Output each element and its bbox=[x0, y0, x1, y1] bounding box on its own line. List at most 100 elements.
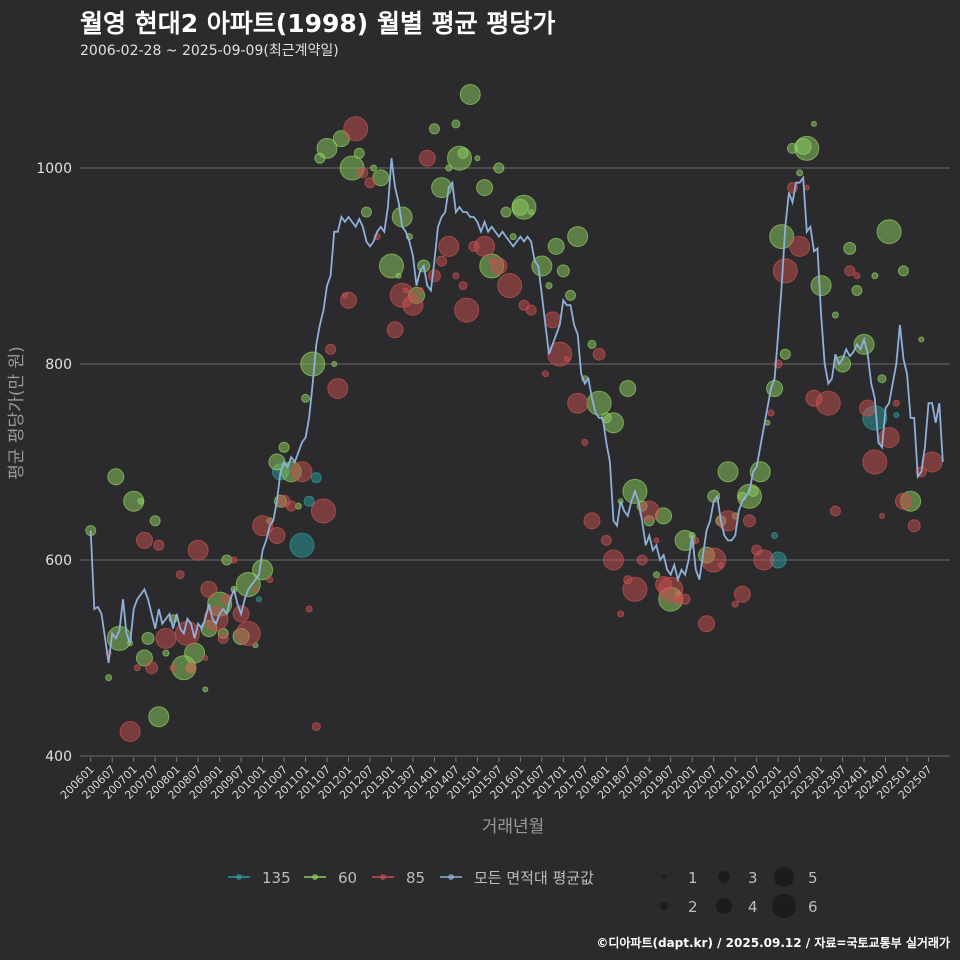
y-tick-label: 400 bbox=[45, 749, 72, 765]
data-point-85 bbox=[185, 662, 197, 674]
data-point-85 bbox=[679, 593, 691, 605]
data-point-85 bbox=[701, 547, 727, 573]
data-point-60 bbox=[372, 169, 390, 187]
data-point-85 bbox=[364, 177, 376, 189]
data-point-85 bbox=[878, 512, 885, 519]
data-point-60 bbox=[897, 265, 909, 277]
data-point-85 bbox=[803, 184, 810, 191]
data-point-60 bbox=[717, 461, 739, 483]
data-point-85 bbox=[592, 347, 606, 361]
data-point-60 bbox=[395, 272, 402, 279]
data-point-85 bbox=[119, 721, 141, 742]
source-caption: ©디아파트(dapt.kr) / 2025.09.12 / 자료=국토교통부 실… bbox=[596, 936, 950, 950]
size-legend-circle bbox=[662, 875, 666, 879]
data-point-60 bbox=[918, 336, 925, 343]
data-point-85 bbox=[698, 615, 716, 633]
size-legend: 1 2 3 4 5 6 bbox=[660, 867, 818, 918]
data-point-60 bbox=[509, 233, 517, 241]
data-point-85 bbox=[418, 149, 436, 167]
data-point-60 bbox=[547, 237, 565, 255]
data-point-85 bbox=[327, 378, 349, 399]
legend-label-135: 135 bbox=[262, 869, 291, 887]
data-point-85 bbox=[402, 294, 424, 316]
data-point-60 bbox=[531, 255, 553, 277]
data-point-60 bbox=[810, 275, 832, 297]
data-point-85 bbox=[717, 561, 724, 568]
size-legend-circle bbox=[772, 894, 796, 918]
data-point-60 bbox=[252, 559, 274, 581]
data-point-60 bbox=[370, 164, 378, 172]
data-point-85 bbox=[815, 390, 841, 416]
data-point-85 bbox=[452, 272, 460, 280]
size-legend-label: 5 bbox=[808, 869, 818, 887]
size-legend-label: 4 bbox=[748, 898, 758, 916]
data-point-85 bbox=[907, 519, 921, 533]
data-point-135 bbox=[310, 472, 322, 484]
data-point-60 bbox=[843, 241, 857, 255]
data-point-85 bbox=[772, 258, 798, 284]
data-point-85 bbox=[731, 600, 739, 608]
data-point-60 bbox=[769, 224, 795, 250]
size-legend-circle bbox=[716, 898, 732, 914]
data-point-60 bbox=[457, 147, 469, 159]
data-point-85 bbox=[454, 297, 480, 323]
data-point-85 bbox=[305, 605, 313, 613]
data-point-85 bbox=[458, 281, 468, 291]
data-point-85 bbox=[653, 537, 660, 544]
data-point-85 bbox=[427, 269, 441, 283]
data-point-60 bbox=[749, 461, 771, 483]
series-legend: 135 60 85 모든 면적대 평균값 bbox=[228, 869, 594, 887]
data-point-85 bbox=[789, 235, 811, 257]
data-point-85 bbox=[743, 514, 757, 528]
data-point-85 bbox=[145, 661, 159, 675]
data-point-85 bbox=[268, 527, 286, 544]
data-point-60 bbox=[316, 137, 338, 159]
data-point-85 bbox=[343, 116, 369, 142]
data-point-60 bbox=[378, 253, 404, 279]
data-point-85 bbox=[252, 586, 259, 593]
data-point-60 bbox=[428, 123, 440, 135]
data-point-60 bbox=[360, 206, 372, 218]
size-legend-circle bbox=[718, 871, 730, 883]
data-point-60 bbox=[794, 135, 820, 161]
data-point-60 bbox=[221, 554, 233, 566]
data-point-85 bbox=[525, 304, 537, 316]
data-point-85 bbox=[230, 556, 238, 564]
data-point-85 bbox=[311, 722, 321, 732]
data-point-85 bbox=[921, 451, 943, 473]
data-point-85 bbox=[602, 549, 624, 571]
data-point-60 bbox=[149, 515, 161, 527]
data-point-135 bbox=[289, 532, 315, 558]
data-point-85 bbox=[133, 664, 141, 672]
data-point-60 bbox=[511, 194, 537, 220]
data-point-85 bbox=[617, 610, 625, 618]
data-point-85 bbox=[853, 272, 861, 280]
data-point-85 bbox=[357, 167, 369, 179]
data-point-85 bbox=[581, 438, 589, 446]
data-point-85 bbox=[155, 627, 177, 649]
data-point-85 bbox=[187, 539, 209, 561]
data-point-60 bbox=[493, 162, 505, 174]
y-axis-title: 평균 평당가(만 원) bbox=[7, 346, 27, 480]
data-point-60 bbox=[353, 147, 365, 159]
data-point-60 bbox=[431, 177, 453, 199]
x-axis-ticks: 2006012006072007012007072008012008072009… bbox=[58, 757, 935, 802]
data-point-60 bbox=[766, 380, 784, 397]
size-legend-label: 2 bbox=[688, 898, 698, 916]
data-point-85 bbox=[202, 655, 209, 661]
data-point-85 bbox=[175, 570, 185, 580]
data-point-85 bbox=[767, 409, 775, 417]
data-point-85 bbox=[340, 291, 358, 309]
y-tick-label: 1000 bbox=[36, 161, 72, 177]
size-legend-label: 3 bbox=[748, 869, 758, 887]
data-point-60 bbox=[105, 674, 113, 682]
data-point-60 bbox=[141, 631, 155, 645]
data-point-85 bbox=[894, 492, 912, 510]
data-point-60 bbox=[779, 348, 791, 360]
data-point-85 bbox=[217, 632, 229, 644]
data-point-85 bbox=[544, 311, 562, 329]
data-point-85 bbox=[266, 576, 274, 584]
data-point-60 bbox=[851, 285, 863, 296]
data-point-85 bbox=[235, 621, 261, 646]
data-point-60 bbox=[476, 179, 494, 197]
